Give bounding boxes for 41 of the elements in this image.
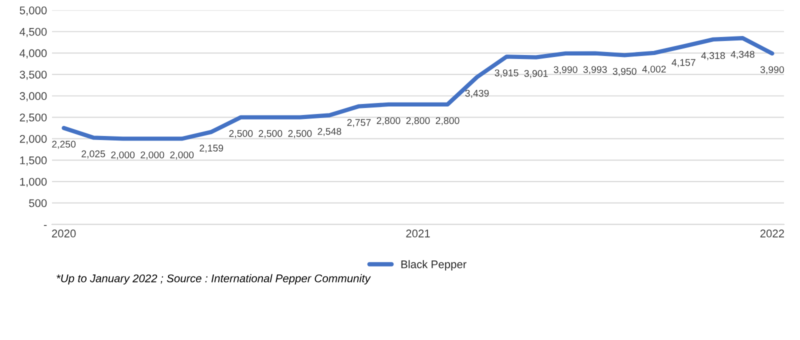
data-label: 2,800 (406, 117, 430, 126)
data-label: 2,000 (140, 151, 164, 160)
data-label: 2,500 (229, 130, 253, 138)
text: *Up to January 2022 ; Source : International Pepper Community (56, 274, 371, 285)
y-tick-label: 1,500 (20, 156, 47, 166)
x-tick-label: 2022 (760, 230, 784, 238)
data-label: 4,348 (730, 50, 754, 59)
y-tick-label: - (44, 225, 47, 226)
y-tick-label: 4,500 (20, 28, 47, 38)
x-tick-label: 2021 (406, 230, 430, 238)
data-label: 3,915 (494, 69, 518, 78)
y-tick-label: 2,000 (20, 134, 47, 144)
data-label: 4,157 (672, 59, 696, 68)
data-label: 2,159 (200, 144, 224, 153)
data-label: 2,800 (436, 117, 460, 126)
data-label: 4,318 (701, 52, 725, 60)
data-label: 2,500 (288, 130, 312, 138)
data-label: 2,500 (258, 130, 282, 138)
data-label: 4,002 (642, 66, 666, 74)
data-label: 3,950 (612, 68, 636, 76)
data-label: 3,439 (465, 90, 489, 98)
y-tick-label: 5,000 (20, 6, 47, 16)
data-label: 2,757 (347, 119, 371, 128)
data-label: 2,250 (52, 140, 76, 149)
data-label: 3,901 (524, 70, 548, 78)
x-tick-label: 2020 (52, 230, 76, 238)
data-label: 2,025 (82, 150, 106, 158)
legend-label: Black Pepper (401, 260, 466, 270)
y-tick-label: 4,000 (20, 49, 47, 58)
data-label: 2,000 (111, 151, 135, 160)
data-label: 2,000 (170, 151, 194, 160)
y-tick-label: 1,000 (20, 178, 47, 188)
y-tick-label: 500 (29, 199, 47, 208)
data-label: 3,993 (583, 66, 607, 74)
data-label: 3,990 (554, 66, 578, 74)
y-tick-label: 2,500 (20, 114, 47, 123)
data-label: 3,990 (760, 66, 784, 74)
y-tick-label: 3,500 (20, 70, 47, 80)
data-label: 2,800 (376, 117, 400, 126)
y-tick-label: 3,000 (20, 92, 47, 102)
data-label: 2,548 (318, 128, 342, 136)
